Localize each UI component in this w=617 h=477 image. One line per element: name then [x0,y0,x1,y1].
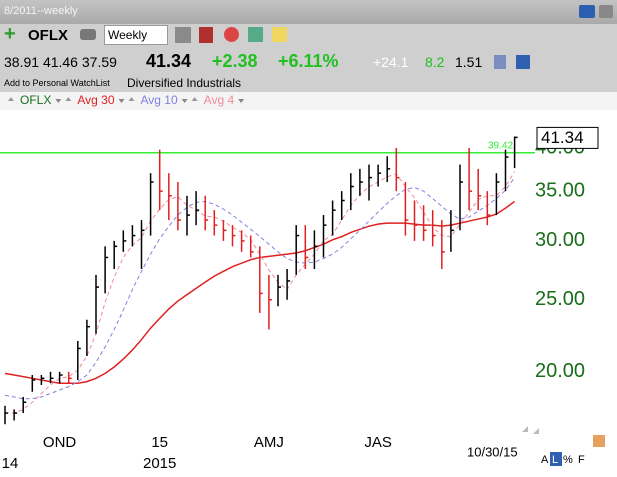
last-price: 41.34 [541,128,584,147]
y-tick-label: 20.00 [535,360,585,382]
draw-icon [593,435,605,447]
industry: Diversified Industrials [127,76,242,90]
legend-arrow [191,97,198,101]
change: +2.38 [212,51,258,71]
scroll-icon [522,426,528,432]
legend-entry: Avg 4 [204,93,235,107]
legend-arrow [128,97,135,101]
moving-average [4,177,516,400]
button-bg [550,452,562,466]
y-tick-label: 35.00 [535,179,585,201]
stat: +24.1 [373,54,409,70]
x-tick-label: AMJ [254,434,284,451]
x-year-label: 2015 [143,455,176,472]
scroll-icon [533,428,539,434]
symbol[interactable]: OFLX [28,27,68,44]
stat: 8.2 [425,54,445,70]
db-icon[interactable] [494,55,506,69]
plot: 39.42 [0,136,535,425]
legend-dropdown [238,99,245,103]
open-high-low: 38.91 41.46 37.59 [4,54,117,70]
title-bar: 8/2011--weekly [0,0,617,24]
alarm-icon[interactable] [224,27,239,42]
last-date: 10/30/15 [467,444,518,459]
watchlist-link[interactable]: Add to Personal WatchList [4,78,110,88]
grid-icon[interactable] [248,27,263,42]
x-tick-label: 15 [151,434,168,451]
s-button[interactable] [579,5,595,18]
legend-dropdown [118,99,125,103]
reference-label: 39.42 [488,140,513,151]
note-icon[interactable] [272,27,287,42]
y-tick-label: 30.00 [535,229,585,251]
y-tick-label: 25.00 [535,288,585,310]
legend-entry: Avg 10 [141,93,178,107]
tools-icon[interactable] [175,27,191,43]
legend-dropdown [55,99,62,103]
x-tick-label: JAS [364,434,392,451]
last: 41.34 [146,51,192,71]
legend-arrow [65,97,72,101]
add-icon[interactable]: + [4,23,16,45]
period: Weekly [108,28,148,42]
legend-bar [0,92,617,110]
save-icon[interactable] [516,55,530,69]
x-tick-label: OND [43,434,77,451]
layout-title: 8/2011--weekly [4,5,78,17]
header: 8/2011--weekly + OFLX Weekly 38.91 41.46… [0,0,617,92]
chart-icon[interactable] [199,27,213,43]
legend-arrow [8,97,14,101]
footer-button[interactable]: A [541,454,549,466]
legend-dropdown [181,99,188,103]
period-select[interactable] [104,25,168,45]
stat: 1.51 [455,54,483,70]
footer-button[interactable]: F [578,454,585,466]
t-button[interactable] [599,5,613,18]
legend-entry: Avg 30 [77,93,114,107]
x-year-label: 14 [2,455,19,472]
change-pct: +6.11% [278,51,339,71]
footer-button[interactable]: % [563,454,573,466]
legend-entry: OFLX [20,93,51,107]
print-icon[interactable] [80,29,96,40]
last-price-box [536,126,599,149]
footer-button[interactable]: L [552,454,558,466]
